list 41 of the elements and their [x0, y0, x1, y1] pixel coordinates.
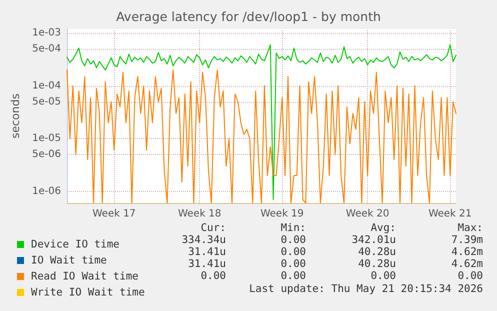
y-tick-label: 1e-06: [32, 186, 61, 197]
y-tick-label: 5e-06: [32, 148, 61, 160]
y-tick-label: 1e-04: [32, 80, 61, 92]
y-tick-label: 5e-04: [32, 44, 61, 55]
text: 0.00: [280, 246, 306, 258]
text: Avg:: [370, 222, 396, 234]
text: 0.00: [280, 258, 306, 270]
x-tick-label: Week 19: [260, 208, 304, 220]
line-series: [66, 70, 456, 204]
x-tick-label: Week 17: [92, 208, 136, 220]
text: 40.28u: [358, 258, 396, 270]
text: Cur:: [200, 222, 226, 234]
text: 0.00: [280, 234, 306, 246]
y-tick-label: 1e-05: [32, 133, 61, 144]
legend-label: Device IO time: [31, 238, 120, 250]
text: 0.00: [458, 270, 483, 282]
y-tick-label: 1e-03: [32, 28, 61, 39]
text: 7.39m: [451, 234, 483, 246]
text: 31.41u: [188, 246, 226, 258]
x-tick-label: Week 21: [428, 208, 472, 220]
x-tick-label: Week 20: [346, 208, 390, 220]
text: 31.41u: [188, 258, 226, 270]
legend-label: Read IO Wait time: [31, 270, 138, 282]
text: 0.00: [370, 270, 396, 282]
text: Last update: Thu May 21 20:15:34 2026: [249, 283, 483, 295]
text: 0.00: [280, 270, 306, 282]
text: Max:: [458, 222, 483, 234]
x-tick-label: Week 18: [178, 208, 222, 220]
y-axis-title: seconds: [9, 93, 22, 138]
text: 342.01u: [352, 234, 396, 246]
y-tick-label: 5e-05: [32, 96, 61, 108]
text: 334.34u: [182, 234, 226, 246]
text: Min:: [280, 222, 306, 234]
text: 4.62m: [451, 246, 483, 258]
text: 4.62m: [451, 258, 483, 270]
text: 40.28u: [358, 246, 396, 258]
legend-label: IO Wait time: [31, 254, 107, 266]
line-series: [66, 44, 456, 200]
legend-label: Write IO Wait time: [31, 286, 145, 298]
chart-title: Average latency for /dev/loop1 - by month: [116, 9, 381, 24]
text: 0.00: [200, 270, 226, 282]
